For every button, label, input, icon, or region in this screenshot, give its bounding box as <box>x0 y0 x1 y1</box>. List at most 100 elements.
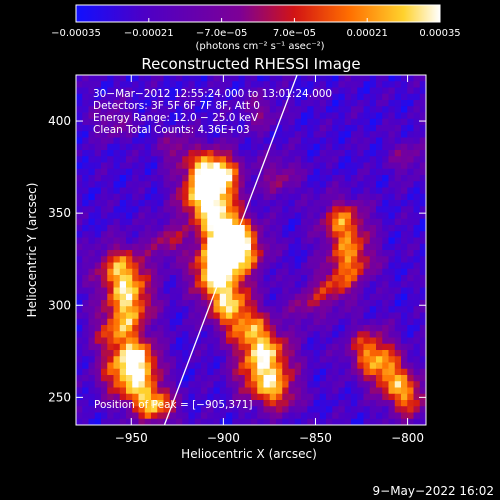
heatmap-cell <box>401 400 408 407</box>
heatmap-cell <box>226 162 233 170</box>
heatmap-cell <box>238 250 246 257</box>
heatmap-cell <box>363 262 371 270</box>
colorbar-tick-label: −0.00021 <box>124 28 174 39</box>
heatmap-cell <box>157 268 165 276</box>
heatmap-cell <box>251 387 258 395</box>
heatmap-cell <box>307 275 315 282</box>
heatmap-cell <box>276 150 283 157</box>
heatmap-cell <box>326 131 333 139</box>
heatmap-cell <box>163 218 171 226</box>
heatmap-cell <box>238 162 246 170</box>
heatmap-cell <box>382 412 390 420</box>
heatmap-cell <box>88 156 96 164</box>
heatmap-cell <box>288 387 296 395</box>
heatmap-cell <box>194 350 202 357</box>
heatmap-cell <box>113 187 121 195</box>
heatmap-cell <box>344 93 352 101</box>
heatmap-cell <box>407 281 415 289</box>
heatmap-cell <box>188 243 196 251</box>
heatmap-cell <box>382 418 390 425</box>
heatmap-cell <box>401 406 408 414</box>
heatmap-cell <box>394 81 402 89</box>
heatmap-cell <box>157 143 165 151</box>
heatmap-cell <box>88 187 96 195</box>
heatmap-cell <box>344 375 352 382</box>
heatmap-cell <box>288 125 296 132</box>
heatmap-cell <box>338 81 346 89</box>
heatmap-cell <box>344 225 352 232</box>
heatmap-cell <box>144 268 152 276</box>
heatmap-cell <box>326 393 333 401</box>
heatmap-cell <box>244 181 252 189</box>
heatmap-cell <box>394 325 402 332</box>
heatmap-cell <box>107 262 115 270</box>
heatmap-cell <box>244 406 252 414</box>
heatmap-cell <box>251 287 258 295</box>
heatmap-cell <box>344 312 352 320</box>
heatmap-cell <box>76 312 83 320</box>
heatmap-cell <box>244 175 252 182</box>
heatmap-cell <box>188 337 196 345</box>
heatmap-cell <box>107 231 115 239</box>
heatmap-cell <box>388 212 396 220</box>
heatmap-cell <box>288 275 296 282</box>
heatmap-cell <box>269 362 277 370</box>
heatmap-cell <box>76 181 83 189</box>
heatmap-cell <box>213 212 221 220</box>
heatmap-cell <box>119 187 127 195</box>
heatmap-cell <box>138 100 146 107</box>
heatmap-cell <box>188 268 196 276</box>
heatmap-cell <box>369 312 377 320</box>
heatmap-cell <box>363 412 371 420</box>
heatmap-cell <box>263 243 271 251</box>
heatmap-cell <box>163 325 171 332</box>
heatmap-cell <box>263 81 271 89</box>
heatmap-cell <box>144 418 152 425</box>
heatmap-cell <box>138 300 146 307</box>
heatmap-cell <box>376 306 383 314</box>
heatmap-cell <box>163 187 171 195</box>
heatmap-cell <box>269 81 277 89</box>
heatmap-cell <box>294 181 302 189</box>
heatmap-cell <box>169 262 177 270</box>
heatmap-cell <box>126 306 133 314</box>
heatmap-cell <box>169 168 177 176</box>
heatmap-cell <box>232 331 240 339</box>
heatmap-cell <box>269 275 277 282</box>
heatmap-cell <box>357 118 365 126</box>
heatmap-cell <box>326 156 333 164</box>
heatmap-cell <box>213 75 221 82</box>
heatmap-cell <box>201 93 208 101</box>
heatmap-cell <box>119 162 127 170</box>
heatmap-cell <box>401 75 408 82</box>
heatmap-cell <box>376 375 383 382</box>
heatmap-cell <box>419 356 426 364</box>
heatmap-cell <box>401 268 408 276</box>
heatmap-cell <box>319 312 327 320</box>
heatmap-cell <box>144 350 152 357</box>
heatmap-cell <box>294 300 302 307</box>
heatmap-cell <box>138 225 146 232</box>
heatmap-cell <box>194 162 202 170</box>
heatmap-cell <box>244 287 252 295</box>
heatmap-cell <box>351 75 358 82</box>
heatmap-cell <box>251 81 258 89</box>
heatmap-cell <box>394 418 402 425</box>
heatmap-cell <box>294 406 302 414</box>
heatmap-cell <box>301 131 308 139</box>
heatmap-cell <box>76 406 83 414</box>
heatmap-cell <box>194 250 202 257</box>
heatmap-cell <box>169 375 177 382</box>
heatmap-cell <box>119 287 127 295</box>
heatmap-cell <box>132 387 140 395</box>
heatmap-cell <box>382 143 390 151</box>
heatmap-cell <box>394 268 402 276</box>
heatmap-cell <box>382 156 390 164</box>
heatmap-cell <box>319 275 327 282</box>
heatmap-cell <box>413 368 421 376</box>
heatmap-cell <box>138 356 146 364</box>
heatmap-cell <box>138 187 146 195</box>
heatmap-cell <box>313 418 321 425</box>
heatmap-cell <box>88 175 96 182</box>
heatmap-cell <box>413 275 421 282</box>
